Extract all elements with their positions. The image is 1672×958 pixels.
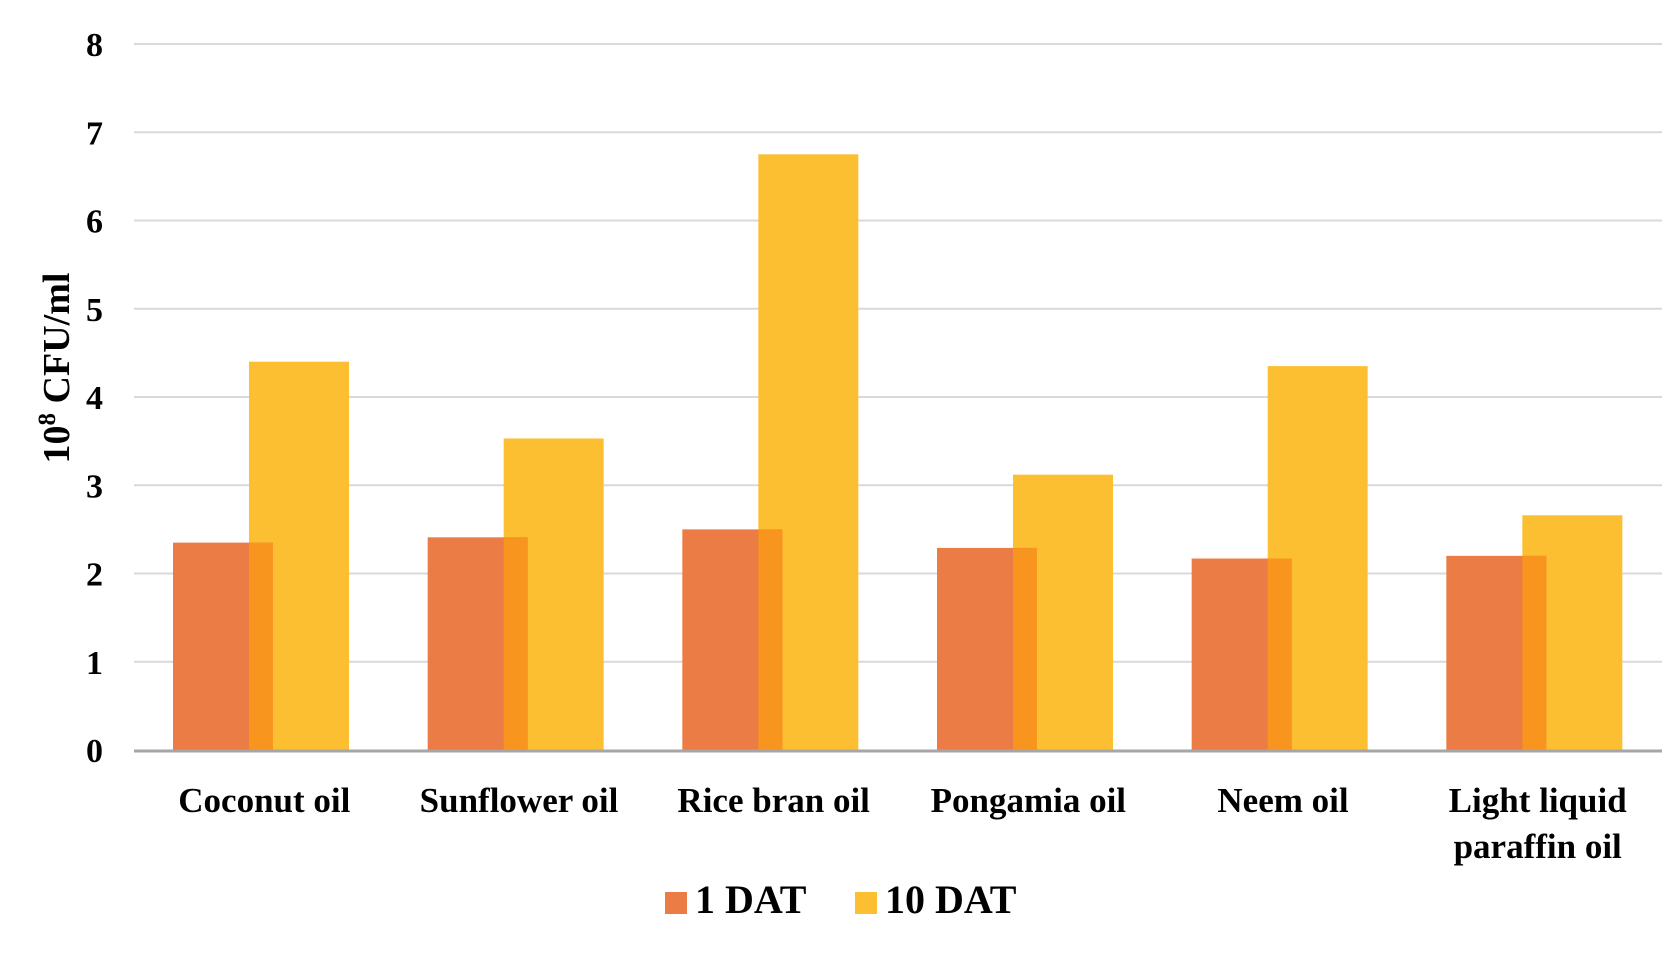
- x-category-label: Sunflower oil: [420, 781, 619, 820]
- grid-lines: [134, 43, 1662, 663]
- legend-label: 1 DAT: [695, 877, 807, 922]
- y-tick-label: 3: [86, 468, 103, 505]
- x-category-label: Neem oil: [1217, 781, 1348, 820]
- legend-label: 10 DAT: [885, 877, 1017, 922]
- bar-overlap: [758, 529, 783, 750]
- bar-overlap: [1267, 558, 1292, 750]
- y-tick-label: 4: [86, 380, 103, 417]
- bar-overlap: [249, 542, 273, 750]
- y-axis-label: 108 CFU/ml: [34, 273, 78, 464]
- x-axis-labels: Coconut oil Sunflower oil Rice bran oil Pon…: [178, 781, 1627, 866]
- legend-swatch: [855, 892, 877, 914]
- legend: 1 DAT 10 DAT: [665, 877, 1017, 922]
- y-axis-label-unit: CFU/ml: [36, 273, 78, 413]
- y-tick-label: 6: [86, 204, 103, 241]
- bar-overlap: [1013, 547, 1037, 750]
- bars: [173, 154, 1623, 750]
- y-axis-label-exponent: 8: [34, 413, 61, 426]
- y-tick-label: 0: [86, 733, 103, 770]
- y-axis-ticks: 0 1 2 3 4 5 6 7 8: [86, 27, 103, 770]
- y-tick-label: 2: [86, 557, 103, 594]
- y-tick-label: 7: [86, 115, 103, 152]
- y-tick-label: 5: [86, 292, 103, 329]
- y-tick-label: 1: [86, 645, 103, 682]
- x-category-label: Coconut oil: [178, 781, 350, 820]
- x-category-label: Pongamia oil: [931, 781, 1127, 820]
- x-category-label: paraffin oil: [1454, 827, 1622, 866]
- x-category-label: Rice bran oil: [677, 781, 870, 820]
- bar-overlap: [503, 537, 528, 750]
- bar-overlap: [1522, 555, 1547, 750]
- legend-swatch: [665, 892, 687, 914]
- x-category-label: Light liquid: [1449, 781, 1628, 820]
- y-axis-label-base: 10: [36, 425, 78, 463]
- y-tick-label: 8: [86, 27, 103, 64]
